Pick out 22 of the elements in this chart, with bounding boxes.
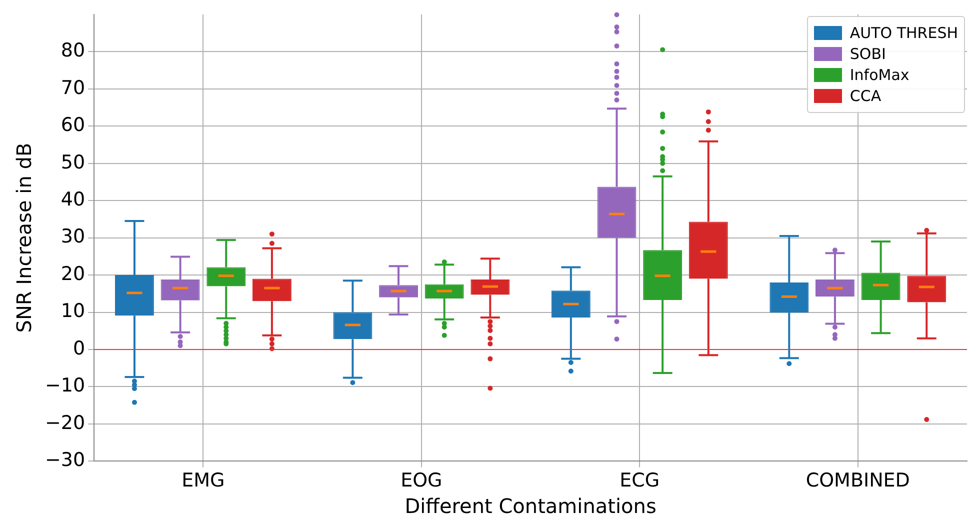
y-tick-label: 70 [60, 76, 86, 99]
y-tick-label: 50 [60, 151, 86, 174]
y-tick-label: 40 [60, 188, 86, 211]
x-tick-label: COMBINED [806, 470, 910, 492]
y-tick-label: 10 [60, 300, 86, 322]
y-tick-label: −10 [44, 374, 86, 397]
y-tick-label: 80 [60, 40, 86, 62]
y-tick-label: −30 [44, 449, 86, 472]
legend-label: CCA [850, 87, 882, 106]
y-tick-label: 60 [60, 114, 86, 136]
legend-label: AUTO THRESH [850, 24, 958, 42]
legend-label: InfoMax [850, 66, 910, 84]
x-tick-label: EMG [182, 470, 225, 492]
y-tick-label: 30 [60, 226, 86, 248]
x-tick-label: EOG [400, 470, 442, 492]
x-tick-label: ECG [620, 470, 660, 492]
legend-label: SOBI [850, 45, 886, 64]
y-tick-label: 0 [73, 337, 86, 360]
y-tick-label: 20 [60, 262, 86, 285]
y-axis-title: SNR Increase in dB [12, 142, 36, 333]
y-tick-label: −20 [44, 412, 86, 434]
x-axis-title: Different Contaminations [404, 494, 656, 518]
